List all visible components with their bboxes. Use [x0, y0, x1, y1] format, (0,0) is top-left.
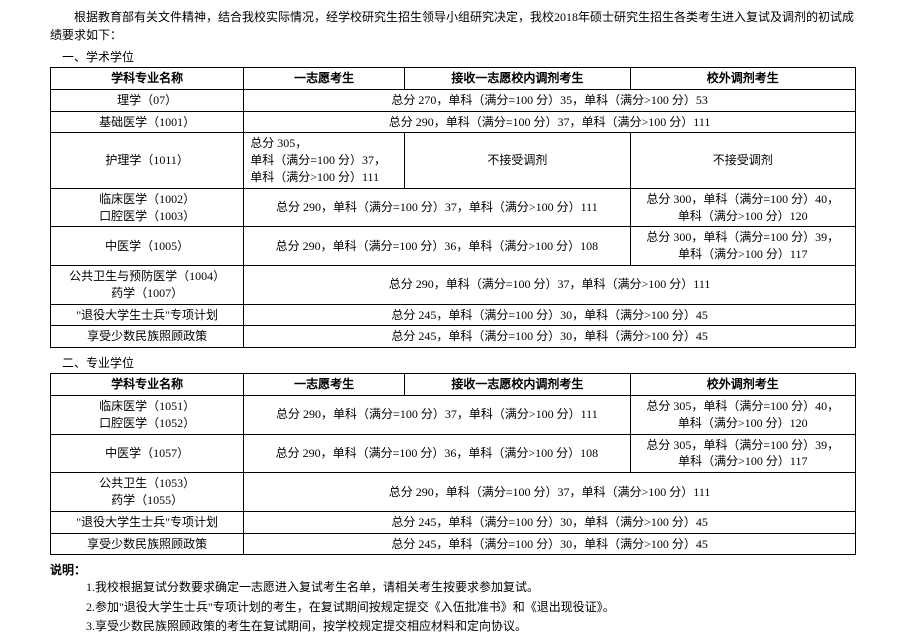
line: 单科（满分>100 分）117 — [678, 454, 807, 468]
intro-text: 根据教育部有关文件精神，结合我校实际情况，经学校研究生招生领导小组研究决定，我校… — [50, 8, 856, 44]
cell-name: "退役大学生士兵"专项计划 — [51, 511, 244, 533]
section1-title: 一、学术学位 — [50, 48, 856, 65]
line: 公共卫生（1053） — [99, 476, 195, 490]
cell-merged: 总分 270，单科（满分=100 分）35，单科（满分>100 分）53 — [244, 89, 856, 111]
cell-name: 护理学（1011） — [51, 133, 244, 188]
cell-external: 不接受调剂 — [630, 133, 855, 188]
header-transfer: 接收一志愿校内调剂考生 — [405, 68, 630, 90]
line: 公共卫生与预防医学（1004） — [69, 269, 225, 283]
header-first: 一志愿考生 — [244, 68, 405, 90]
cell-first: 总分 305， 单科（满分=100 分）37， 单科（满分>100 分）111 — [244, 133, 405, 188]
notes-list: 1.我校根据复试分数要求确定一志愿进入复试考生名单，请相关考生按要求参加复试。 … — [50, 578, 856, 636]
line: 单科（满分>100 分）117 — [678, 247, 807, 261]
line: 药学（1007） — [111, 286, 183, 300]
header-external: 校外调剂考生 — [630, 68, 855, 90]
cell-merged: 总分 245，单科（满分=100 分）30，单科（满分>100 分）45 — [244, 511, 856, 533]
cell-name: 理学（07） — [51, 89, 244, 111]
cell-external: 总分 300，单科（满分=100 分）40， 单科（满分>100 分）120 — [630, 188, 855, 227]
line: 总分 305， — [250, 136, 307, 150]
cell-external: 总分 305，单科（满分=100 分）40， 单科（满分>100 分）120 — [630, 395, 855, 434]
table-row: 临床医学（1002） 口腔医学（1003） 总分 290，单科（满分=100 分… — [51, 188, 856, 227]
cell-name: 中医学（1005） — [51, 227, 244, 266]
table-row: 公共卫生与预防医学（1004） 药学（1007） 总分 290，单科（满分=10… — [51, 265, 856, 304]
line: 总分 300，单科（满分=100 分）39， — [646, 230, 839, 244]
notes-label: 说明： — [50, 561, 856, 578]
table-row: 中医学（1057） 总分 290，单科（满分=100 分）36，单科（满分>10… — [51, 434, 856, 473]
table-row: 护理学（1011） 总分 305， 单科（满分=100 分）37， 单科（满分>… — [51, 133, 856, 188]
cell-merged: 总分 290，单科（满分=100 分）37，单科（满分>100 分）111 — [244, 111, 856, 133]
cell-first-transfer: 总分 290，单科（满分=100 分）37，单科（满分>100 分）111 — [244, 395, 630, 434]
line: 总分 305，单科（满分=100 分）39， — [646, 438, 839, 452]
table-professional: 学科专业名称 一志愿考生 接收一志愿校内调剂考生 校外调剂考生 临床医学（105… — [50, 373, 856, 555]
table-row: 临床医学（1051） 口腔医学（1052） 总分 290，单科（满分=100 分… — [51, 395, 856, 434]
line: 临床医学（1051） — [99, 399, 195, 413]
header-transfer: 接收一志愿校内调剂考生 — [405, 374, 630, 396]
cell-merged: 总分 290，单科（满分=100 分）37，单科（满分>100 分）111 — [244, 473, 856, 512]
cell-name: 享受少数民族照顾政策 — [51, 326, 244, 348]
line: 单科（满分=100 分）37， — [250, 153, 386, 167]
table-row: 理学（07） 总分 270，单科（满分=100 分）35，单科（满分>100 分… — [51, 89, 856, 111]
table-row: 基础医学（1001） 总分 290，单科（满分=100 分）37，单科（满分>1… — [51, 111, 856, 133]
cell-merged: 总分 290，单科（满分=100 分）37，单科（满分>100 分）111 — [244, 265, 856, 304]
cell-first-transfer: 总分 290，单科（满分=100 分）37，单科（满分>100 分）111 — [244, 188, 630, 227]
note-item: 1.我校根据复试分数要求确定一志愿进入复试考生名单，请相关考生按要求参加复试。 — [86, 578, 856, 597]
note-item: 3.享受少数民族照顾政策的考生在复试期间，按学校规定提交相应材料和定向协议。 — [86, 617, 856, 636]
table-row: 公共卫生（1053） 药学（1055） 总分 290，单科（满分=100 分）3… — [51, 473, 856, 512]
cell-merged: 总分 245，单科（满分=100 分）30，单科（满分>100 分）45 — [244, 326, 856, 348]
cell-external: 总分 300，单科（满分=100 分）39， 单科（满分>100 分）117 — [630, 227, 855, 266]
header-first: 一志愿考生 — [244, 374, 405, 396]
line: 口腔医学（1003） — [99, 209, 195, 223]
table-header-row: 学科专业名称 一志愿考生 接收一志愿校内调剂考生 校外调剂考生 — [51, 374, 856, 396]
header-name: 学科专业名称 — [51, 374, 244, 396]
line: 总分 300，单科（满分=100 分）40， — [646, 192, 839, 206]
line: 药学（1055） — [111, 493, 183, 507]
cell-first-transfer: 总分 290，单科（满分=100 分）36，单科（满分>100 分）108 — [244, 227, 630, 266]
line: 单科（满分>100 分）120 — [678, 416, 808, 430]
table-row: 中医学（1005） 总分 290，单科（满分=100 分）36，单科（满分>10… — [51, 227, 856, 266]
table-academic: 学科专业名称 一志愿考生 接收一志愿校内调剂考生 校外调剂考生 理学（07） 总… — [50, 67, 856, 348]
header-name: 学科专业名称 — [51, 68, 244, 90]
cell-name: "退役大学生士兵"专项计划 — [51, 304, 244, 326]
cell-name: 基础医学（1001） — [51, 111, 244, 133]
table-row: 享受少数民族照顾政策 总分 245，单科（满分=100 分）30，单科（满分>1… — [51, 326, 856, 348]
line: 口腔医学（1052） — [99, 416, 195, 430]
cell-name: 公共卫生与预防医学（1004） 药学（1007） — [51, 265, 244, 304]
cell-name: 中医学（1057） — [51, 434, 244, 473]
cell-transfer: 不接受调剂 — [405, 133, 630, 188]
cell-name: 公共卫生（1053） 药学（1055） — [51, 473, 244, 512]
table-row: 享受少数民族照顾政策 总分 245，单科（满分=100 分）30，单科（满分>1… — [51, 533, 856, 555]
cell-external: 总分 305，单科（满分=100 分）39， 单科（满分>100 分）117 — [630, 434, 855, 473]
cell-first-transfer: 总分 290，单科（满分=100 分）36，单科（满分>100 分）108 — [244, 434, 630, 473]
cell-merged: 总分 245，单科（满分=100 分）30，单科（满分>100 分）45 — [244, 304, 856, 326]
cell-name: 临床医学（1051） 口腔医学（1052） — [51, 395, 244, 434]
cell-merged: 总分 245，单科（满分=100 分）30，单科（满分>100 分）45 — [244, 533, 856, 555]
line: 临床医学（1002） — [99, 192, 195, 206]
cell-name: 享受少数民族照顾政策 — [51, 533, 244, 555]
line: 单科（满分>100 分）120 — [678, 209, 808, 223]
table-header-row: 学科专业名称 一志愿考生 接收一志愿校内调剂考生 校外调剂考生 — [51, 68, 856, 90]
line: 总分 305，单科（满分=100 分）40， — [646, 399, 839, 413]
line: 单科（满分>100 分）111 — [250, 170, 379, 184]
note-item: 2.参加"退役大学生士兵"专项计划的考生，在复试期间按规定提交《入伍批准书》和《… — [86, 598, 856, 617]
table-row: "退役大学生士兵"专项计划 总分 245，单科（满分=100 分）30，单科（满… — [51, 511, 856, 533]
section2-title: 二、专业学位 — [50, 354, 856, 371]
cell-name: 临床医学（1002） 口腔医学（1003） — [51, 188, 244, 227]
table-row: "退役大学生士兵"专项计划 总分 245，单科（满分=100 分）30，单科（满… — [51, 304, 856, 326]
header-external: 校外调剂考生 — [630, 374, 855, 396]
